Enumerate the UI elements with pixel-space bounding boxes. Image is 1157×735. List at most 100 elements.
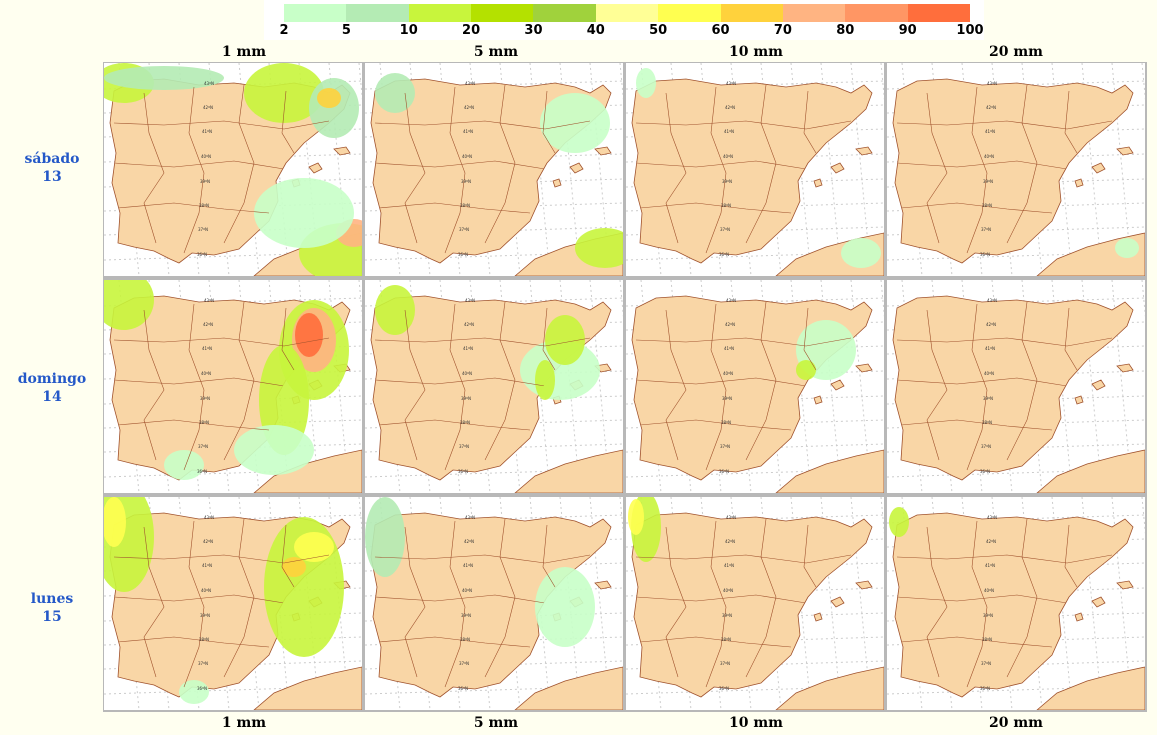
precipitation-area bbox=[889, 507, 909, 537]
latitude-label: 41ºN bbox=[724, 129, 734, 134]
legend-tick-label: 10 bbox=[399, 23, 418, 38]
latitude-label: 40ºN bbox=[201, 588, 211, 593]
legend-swatch bbox=[408, 4, 472, 22]
legend-swatch bbox=[595, 4, 659, 22]
balearic-island bbox=[830, 379, 845, 391]
graticule-line bbox=[887, 178, 1145, 188]
graticule-line bbox=[626, 514, 884, 524]
province-border bbox=[484, 84, 516, 244]
graticule-line bbox=[104, 514, 362, 524]
latitude-label: 42ºN bbox=[203, 322, 213, 327]
province-border bbox=[705, 86, 727, 254]
latitude-label: 39ºN bbox=[200, 613, 210, 618]
latitude-label: 37ºN bbox=[198, 227, 208, 232]
precipitation-area bbox=[535, 360, 555, 400]
graticule-line bbox=[626, 80, 884, 90]
legend-tick-label: 40 bbox=[586, 23, 605, 38]
province-border bbox=[635, 160, 807, 170]
latitude-label: 43ºN bbox=[204, 515, 214, 520]
latitude-label: 36ºN bbox=[719, 469, 729, 474]
latitude-label: 41ºN bbox=[202, 346, 212, 351]
north-africa-land bbox=[1036, 666, 1145, 710]
graticule-line bbox=[887, 514, 1145, 524]
province-border bbox=[926, 526, 948, 678]
province-border bbox=[374, 120, 591, 130]
iberia-land bbox=[631, 78, 873, 264]
province-border bbox=[1006, 84, 1038, 244]
legend-tick-label: 5 bbox=[341, 23, 351, 38]
iberian-peninsula-map: 43ºN 42ºN 41ºN 40ºN 39ºN 38ºN 37ºN 36ºN bbox=[365, 280, 623, 493]
latitude-label: 36ºN bbox=[719, 686, 729, 691]
graticule-line bbox=[626, 226, 884, 236]
latitude-label: 40ºN bbox=[201, 371, 211, 376]
province-border bbox=[900, 636, 1053, 648]
latitude-label: 38ºN bbox=[982, 420, 992, 425]
latitude-label: 39ºN bbox=[461, 179, 471, 184]
province-border bbox=[113, 160, 285, 170]
province-border bbox=[745, 301, 777, 461]
province-border bbox=[444, 86, 466, 254]
province-border bbox=[926, 92, 948, 244]
province-border bbox=[113, 554, 330, 564]
latitude-label: 42ºN bbox=[986, 105, 996, 110]
graticule-line bbox=[887, 370, 1145, 380]
legend-tick-label: 100 bbox=[956, 23, 984, 38]
province-border bbox=[542, 524, 556, 588]
province-border bbox=[900, 419, 1053, 431]
province-border bbox=[896, 337, 1113, 347]
latitude-label: 40ºN bbox=[462, 588, 472, 593]
latitude-label: 41ºN bbox=[985, 129, 995, 134]
latitude-label: 42ºN bbox=[203, 539, 213, 544]
province-border bbox=[374, 554, 591, 564]
latitude-label: 38ºN bbox=[460, 203, 470, 208]
province-border bbox=[639, 419, 792, 431]
latitude-label: 39ºN bbox=[722, 179, 732, 184]
province-border bbox=[745, 84, 777, 244]
balearic-island bbox=[1074, 612, 1084, 622]
balearic-island bbox=[855, 146, 873, 156]
province-border bbox=[966, 86, 988, 254]
province-border bbox=[665, 309, 687, 461]
province-border bbox=[117, 202, 270, 214]
province-border bbox=[1006, 301, 1038, 461]
province-border bbox=[444, 520, 466, 688]
precipitation-area bbox=[164, 450, 204, 480]
latitude-label: 36ºN bbox=[980, 252, 990, 257]
province-border bbox=[378, 419, 531, 431]
latitude-label: 43ºN bbox=[726, 515, 736, 520]
balearic-island bbox=[1091, 162, 1106, 174]
province-border bbox=[374, 160, 546, 170]
balearic-island bbox=[1116, 363, 1134, 373]
row-day: domingo bbox=[17, 371, 87, 387]
balearic-island bbox=[1074, 395, 1084, 405]
graticule-line bbox=[365, 80, 623, 90]
latitude-label: 37ºN bbox=[720, 227, 730, 232]
legend-tick-label: 90 bbox=[898, 23, 917, 38]
province-border bbox=[803, 307, 817, 371]
province-border bbox=[542, 307, 556, 371]
column-header-bottom-4: 20 mm bbox=[989, 715, 1043, 731]
graticule-line bbox=[365, 226, 623, 236]
province-border bbox=[117, 419, 270, 431]
graticule-line bbox=[887, 660, 1145, 670]
precipitation-area bbox=[545, 315, 585, 365]
province-border bbox=[705, 520, 727, 688]
north-africa-land bbox=[775, 449, 884, 493]
latitude-label: 37ºN bbox=[720, 444, 730, 449]
iberia-land bbox=[892, 295, 1134, 481]
legend-tick-label: 80 bbox=[836, 23, 855, 38]
precipitation-area bbox=[295, 313, 323, 357]
forecast-map-panel: 43ºN 42ºN 41ºN 40ºN 39ºN 38ºN 37ºN 36ºN bbox=[104, 280, 362, 493]
row-label-monday: lunes 15 bbox=[0, 590, 104, 626]
latitude-label: 43ºN bbox=[465, 515, 475, 520]
province-border bbox=[966, 303, 988, 471]
province-border bbox=[281, 90, 295, 154]
row-date: 15 bbox=[42, 609, 62, 625]
province-border bbox=[745, 518, 777, 678]
latitude-label: 36ºN bbox=[719, 252, 729, 257]
iberia-land bbox=[370, 512, 612, 698]
column-header-top-4: 20 mm bbox=[989, 44, 1043, 60]
latitude-label: 43ºN bbox=[465, 81, 475, 86]
graticule-line bbox=[887, 226, 1145, 236]
graticule-line bbox=[104, 419, 362, 429]
